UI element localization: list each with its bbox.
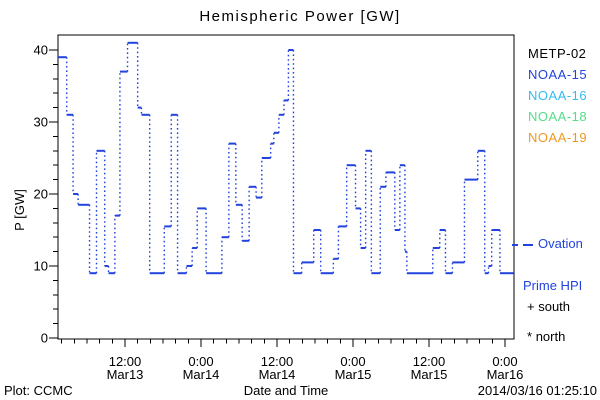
legend-ovation-label: Ovation	[538, 236, 583, 251]
x-tick-time-label: 12:00	[109, 354, 142, 369]
x-tick-date-label: Mar14	[259, 367, 296, 382]
legend-south-marker: + south	[527, 299, 570, 314]
x-tick-date-label: Mar13	[107, 367, 144, 382]
x-tick-time-label: 0:00	[188, 354, 213, 369]
x-tick-date-label: Mar16	[487, 367, 524, 382]
legend-ovation-line1: Ovation	[512, 237, 583, 251]
legend-item-noaa19: NOAA-19	[528, 130, 588, 145]
legend-ovation-prime-hpi: Ovation Prime HPI	[512, 209, 583, 321]
x-tick-date-label: Mar14	[183, 367, 220, 382]
y-axis-ticks	[49, 49, 58, 339]
y-axis-tick-labels: 0 10 20 30 40	[34, 43, 48, 346]
footer-plot-credit: Plot: CCMC	[4, 383, 73, 398]
y-tick-label: 30	[34, 115, 48, 130]
chart-title: Hemispheric Power [GW]	[199, 8, 401, 25]
dash-icon	[512, 243, 518, 246]
x-tick-time-label: 0:00	[492, 354, 517, 369]
hpi-step-line	[58, 41, 514, 275]
legend-ovation-line2: Prime HPI	[523, 278, 583, 293]
x-tick-time-label: 12:00	[261, 354, 294, 369]
dash-icon	[523, 243, 533, 246]
x-tick-date-label: Mar15	[335, 367, 372, 382]
x-axis-ticks	[61, 339, 506, 347]
x-tick-time-label: 12:00	[413, 354, 446, 369]
asterisk-marker-icon: *	[527, 329, 533, 344]
y-tick-label: 0	[41, 331, 48, 346]
x-tick-date-label: Mar15	[411, 367, 448, 382]
legend-south-label: south	[538, 299, 571, 314]
legend-item-metp02: METP-02	[528, 46, 587, 61]
legend-north-marker: * north	[527, 329, 565, 344]
legend-item-noaa18: NOAA-18	[528, 109, 588, 124]
legend-item-noaa16: NOAA-16	[528, 88, 588, 103]
plus-marker-icon: +	[527, 299, 535, 314]
y-axis-label: P [GW]	[12, 189, 27, 231]
x-axis-label: Date and Time	[243, 383, 329, 398]
y-tick-label: 20	[34, 187, 48, 202]
footer-timestamp: 2014/03/16 01:25:10	[477, 383, 597, 398]
y-tick-label: 10	[34, 259, 48, 274]
plot-frame	[57, 34, 515, 340]
legend-item-noaa15: NOAA-15	[528, 67, 588, 82]
legend-north-label: north	[535, 329, 566, 344]
y-tick-label: 40	[34, 43, 48, 58]
x-tick-time-label: 0:00	[340, 354, 365, 369]
x-axis-tick-labels: 12:00Mar130:00Mar1412:00Mar140:00Mar1512…	[107, 354, 524, 382]
